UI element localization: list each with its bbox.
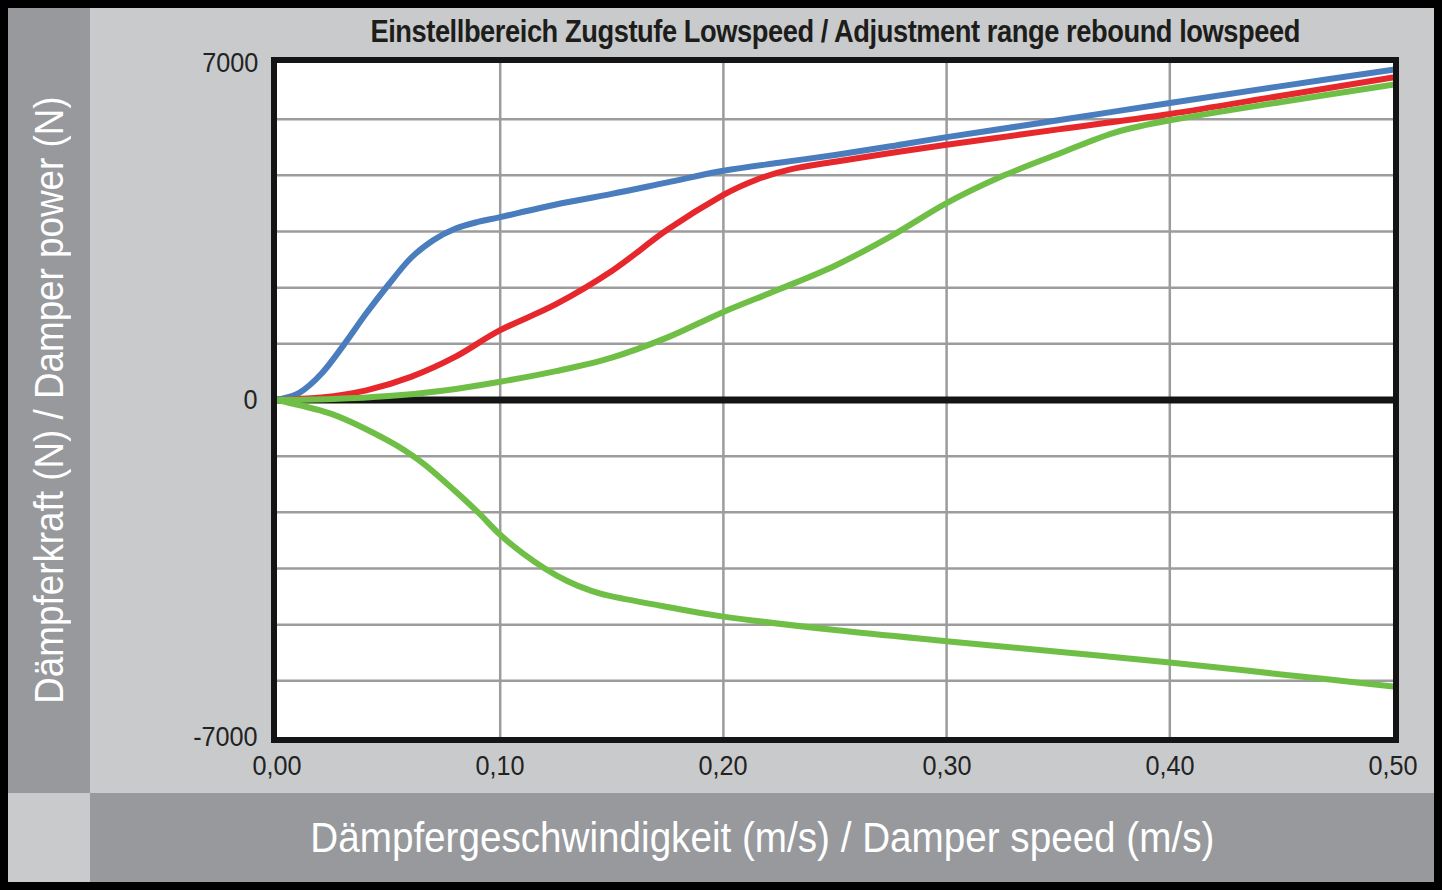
series-rebound-open-green: [277, 85, 1393, 400]
x-tick-020: 0,20: [696, 750, 751, 782]
series-rebound-medium-red: [277, 77, 1393, 400]
y-tick-7000: 7000: [158, 47, 258, 79]
x-tick-000: 0,00: [250, 750, 305, 782]
x-tick-030: 0,30: [919, 750, 974, 782]
chart-frame: Dämpferkraft (N) / Damper power (N) Dämp…: [0, 0, 1442, 890]
y-axis-band: Dämpferkraft (N) / Damper power (N): [8, 8, 90, 793]
y-tick-0: 0: [158, 384, 258, 416]
chart-title: Einstellbereich Zugstufe Lowspeed / Adju…: [277, 14, 1393, 50]
plot-area: [271, 57, 1399, 743]
y-axis-label: Dämpferkraft (N) / Damper power (N): [27, 97, 72, 704]
x-tick-040: 0,40: [1143, 750, 1198, 782]
y-tick-neg7000: -7000: [158, 721, 258, 753]
x-axis-label: Dämpfergeschwindigkeit (m/s) / Damper sp…: [310, 814, 1214, 862]
x-axis-band: Dämpfergeschwindigkeit (m/s) / Damper sp…: [90, 793, 1434, 882]
x-tick-050: 0,50: [1366, 750, 1421, 782]
x-tick-010: 0,10: [473, 750, 528, 782]
line-chart-canvas: [277, 63, 1393, 737]
series-compression-branch-green: [277, 400, 1393, 687]
